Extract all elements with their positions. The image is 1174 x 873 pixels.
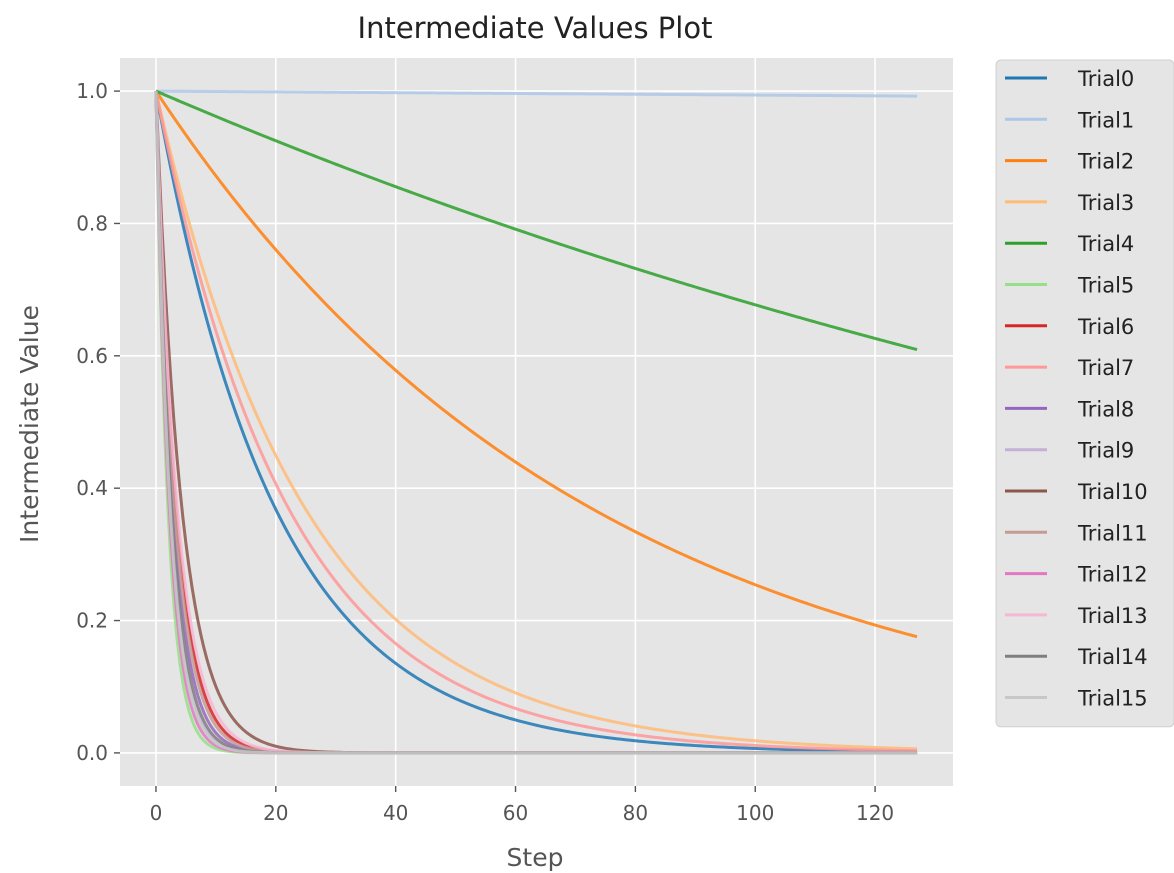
y-axis-ticks: 0.0 0.2 0.4 0.6 0.8 1.0 bbox=[76, 79, 120, 765]
x-tick-label: 0 bbox=[150, 801, 163, 825]
x-axis-ticks: 0 20 40 60 80 100 120 bbox=[150, 786, 894, 825]
series-line-trial15 bbox=[154, 91, 918, 755]
legend: Trial0 Trial1 Trial2 Trial3 Trial4 Trial5 Tria… bbox=[995, 59, 1174, 728]
x-tick-label: 40 bbox=[383, 801, 408, 825]
legend-label: Trial10 bbox=[1077, 480, 1148, 504]
chart-title: Intermediate Values Plot bbox=[358, 11, 713, 45]
x-tick-label: 60 bbox=[503, 801, 528, 825]
series-line-trial3 bbox=[154, 90, 918, 751]
x-tick-label: 80 bbox=[623, 801, 648, 825]
series-line-trial4 bbox=[155, 89, 918, 352]
legend-label: Trial11 bbox=[1077, 521, 1148, 545]
series-layer bbox=[154, 89, 918, 755]
x-tick-label: 20 bbox=[263, 801, 288, 825]
x-tick-label: 100 bbox=[736, 801, 774, 825]
series-line-trial0 bbox=[154, 90, 918, 754]
legend-label: Trial8 bbox=[1077, 397, 1134, 421]
x-tick-label: 120 bbox=[856, 801, 894, 825]
legend-label: Trial4 bbox=[1077, 232, 1134, 256]
legend-label: Trial2 bbox=[1077, 150, 1134, 174]
legend-label: Trial0 bbox=[1077, 67, 1134, 91]
legend-label: Trial6 bbox=[1077, 315, 1134, 339]
y-tick-label: 1.0 bbox=[76, 79, 108, 103]
legend-label: Trial12 bbox=[1077, 563, 1148, 587]
x-axis-title: Step bbox=[507, 843, 564, 872]
y-tick-label: 0.6 bbox=[76, 344, 108, 368]
plot-area bbox=[120, 58, 953, 786]
series-line-trial7 bbox=[154, 90, 918, 753]
legend-label: Trial15 bbox=[1077, 687, 1148, 711]
y-tick-label: 0.4 bbox=[76, 476, 108, 500]
legend-label: Trial14 bbox=[1077, 645, 1148, 669]
legend-label: Trial3 bbox=[1077, 191, 1134, 215]
legend-label: Trial5 bbox=[1077, 274, 1134, 298]
y-axis-title: Intermediate Value bbox=[15, 305, 44, 543]
legend-label: Trial1 bbox=[1077, 108, 1134, 132]
grid bbox=[120, 58, 953, 786]
series-line-trial2 bbox=[154, 90, 918, 639]
y-tick-label: 0.8 bbox=[76, 211, 108, 235]
legend-label: Trial9 bbox=[1077, 439, 1134, 463]
legend-label: Trial7 bbox=[1077, 356, 1134, 380]
series-line-trial1 bbox=[155, 89, 918, 98]
y-tick-label: 0.2 bbox=[76, 609, 108, 633]
legend-box bbox=[995, 59, 1174, 728]
legend-label: Trial13 bbox=[1077, 604, 1148, 628]
y-tick-label: 0.0 bbox=[76, 741, 108, 765]
